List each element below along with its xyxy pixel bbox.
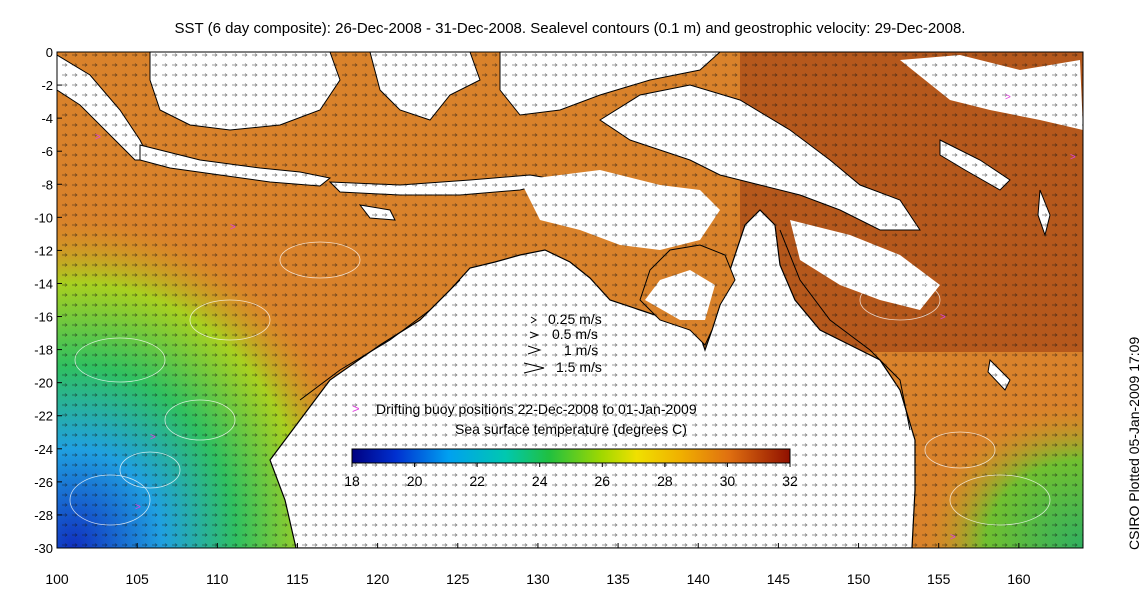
svg-text:>: > <box>230 222 236 233</box>
velocity-legend-label: 1 m/s <box>564 342 598 358</box>
colorbar-tick-label: 20 <box>407 473 423 489</box>
y-tick-label: -26 <box>34 475 53 490</box>
x-tick-label: 105 <box>125 571 149 587</box>
colorbar-tick-label: 28 <box>657 473 673 489</box>
buoy-legend-label: Drifting buoy positions 22-Dec-2008 to 0… <box>376 401 697 417</box>
svg-text:>: > <box>950 532 956 543</box>
y-tick-label: -16 <box>34 310 53 325</box>
y-tick-label: -18 <box>34 343 53 358</box>
colorbar-tick-label: 30 <box>720 473 736 489</box>
y-tick-label: -14 <box>34 276 53 291</box>
shelf-edge-west <box>299 279 461 401</box>
geostrophic-velocity-arrows <box>57 52 1083 548</box>
y-tick-label: -24 <box>34 442 53 457</box>
sst-colorbar <box>351 448 791 464</box>
velocity-legend-label: 1.5 m/s <box>556 359 602 375</box>
colorbar-title: Sea surface temperature (degrees C) <box>455 421 687 437</box>
svg-text:>: > <box>1005 92 1011 103</box>
y-tick-label: -10 <box>34 210 53 225</box>
y-axis: 0 -2 -4 -6 -8 -10 -12 -14 -16 -18 -20 -22 -24 -26 -28 -… <box>34 45 62 556</box>
x-tick-label: 145 <box>767 571 791 587</box>
y-tick-label: -4 <box>41 111 53 126</box>
x-tick-label: 110 <box>206 571 229 587</box>
x-tick-label: 155 <box>927 571 951 587</box>
colorbar-tick-label: 26 <box>594 473 610 489</box>
y-tick-label: -28 <box>34 508 53 523</box>
plot-credit-text: CSIRO Plotted 05-Jan-2009 17:09 <box>1126 336 1140 550</box>
sealevel-contours <box>69 241 1051 526</box>
svg-text:>: > <box>135 502 141 513</box>
y-tick-label: -20 <box>34 376 53 391</box>
y-tick-label: -8 <box>41 177 53 192</box>
velocity-arrow-icon <box>529 331 540 339</box>
y-tick-label: -12 <box>34 243 53 258</box>
x-tick-label: 160 <box>1007 571 1031 587</box>
colorbar-ticks: 18 20 22 24 26 28 30 32 <box>344 463 798 489</box>
plot-credit: CSIRO Plotted 05-Jan-2009 17:09 <box>1110 270 1140 550</box>
velocity-arrow-icon <box>530 316 537 324</box>
y-tick-label: -2 <box>41 78 53 93</box>
colorbar-tick-label: 18 <box>344 473 360 489</box>
x-tick-label: 140 <box>687 571 711 587</box>
velocity-arrow-icon <box>527 345 542 355</box>
x-tick-label: 125 <box>446 571 470 587</box>
x-tick-label: 100 <box>45 571 69 587</box>
x-tick-label: 120 <box>366 571 390 587</box>
buoy-legend-symbol: > <box>352 401 360 416</box>
y-tick-label: 0 <box>46 45 53 60</box>
svg-text:>: > <box>940 312 946 323</box>
x-axis: 100 105 110 115 120 125 130 135 140 145 150 155 160 <box>45 543 1031 587</box>
colorbar-tick-label: 32 <box>782 473 798 489</box>
x-tick-label: 150 <box>847 571 871 587</box>
map-plot-area: > > > > > > > > <box>57 52 1083 548</box>
velocity-legend: 0.25 m/s 0.5 m/s 1 m/s 1.5 m/s <box>523 311 602 375</box>
velocity-legend-label: 0.25 m/s <box>548 311 602 327</box>
colorbar-tick-label: 22 <box>469 473 485 489</box>
y-tick-label: -22 <box>34 409 53 424</box>
velocity-legend-label: 0.5 m/s <box>552 326 598 342</box>
x-tick-label: 130 <box>526 571 550 587</box>
map-title: SST (6 day composite): 26-Dec-2008 - 31-… <box>174 20 966 37</box>
drifting-buoy-markers: > > > > > > > > <box>95 92 1076 543</box>
svg-text:>: > <box>1070 152 1076 163</box>
velocity-arrow-icon <box>523 362 545 374</box>
x-tick-label: 135 <box>606 571 630 587</box>
y-tick-label: -6 <box>41 144 53 159</box>
plot-frame <box>56 51 1084 549</box>
shelf-edge-east <box>779 229 911 431</box>
svg-text:>: > <box>95 132 101 143</box>
y-tick-label: -30 <box>34 541 53 556</box>
svg-text:>: > <box>150 432 156 443</box>
colorbar-tick-label: 24 <box>532 473 548 489</box>
x-tick-label: 115 <box>286 571 309 587</box>
